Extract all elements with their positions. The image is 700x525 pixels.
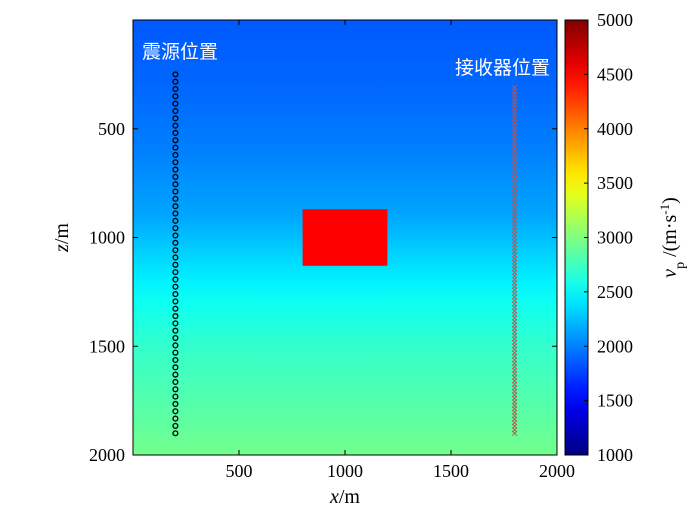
source-marker xyxy=(172,129,179,137)
y-tick-label: 1500 xyxy=(89,336,125,356)
source-marker xyxy=(172,100,179,107)
source-marker xyxy=(172,400,179,408)
source-marker xyxy=(172,71,179,78)
receiver-marker xyxy=(511,430,518,436)
source-marker xyxy=(172,159,179,166)
source-marker xyxy=(172,269,179,276)
source-marker xyxy=(172,305,179,312)
source-marker xyxy=(172,313,179,320)
high-velocity-anomaly xyxy=(302,209,388,266)
source-marker xyxy=(172,298,179,305)
colorbar-tick-label: 5000 xyxy=(597,10,633,30)
y-tick-label: 2000 xyxy=(89,445,125,465)
source-marker xyxy=(172,386,179,393)
source-marker xyxy=(172,232,179,239)
colorbar-tick-label: 4000 xyxy=(597,119,633,139)
source-marker xyxy=(172,225,179,232)
receiver-positions xyxy=(511,84,518,436)
source-marker xyxy=(172,430,179,437)
source-marker xyxy=(172,415,179,422)
source-marker xyxy=(172,181,179,188)
source-marker xyxy=(172,408,179,415)
source-marker xyxy=(172,276,179,283)
source-marker xyxy=(172,393,179,400)
source-marker xyxy=(172,239,179,246)
colorbar-tick-label: 1500 xyxy=(597,391,633,411)
colorbar-tick-label: 1000 xyxy=(597,445,633,465)
source-marker xyxy=(172,85,179,93)
source-marker xyxy=(172,166,179,173)
source-marker xyxy=(172,356,179,364)
source-marker xyxy=(172,254,179,261)
source-marker xyxy=(172,144,179,151)
colorbar-tick-label: 3500 xyxy=(597,173,633,193)
source-marker xyxy=(172,247,179,254)
colorbar-tick-label: 2500 xyxy=(597,282,633,302)
source-marker xyxy=(172,371,179,378)
source-marker xyxy=(172,93,179,100)
source-marker xyxy=(172,107,179,115)
colorbar-tick-label: 3000 xyxy=(597,228,633,248)
source-marker xyxy=(172,151,179,158)
source-marker xyxy=(172,291,179,298)
source-positions xyxy=(172,71,179,437)
x-tick-label: 1000 xyxy=(327,461,363,481)
source-marker xyxy=(172,349,179,356)
x-tick-label: 500 xyxy=(226,461,253,481)
source-marker xyxy=(172,217,179,224)
source-marker xyxy=(172,210,179,217)
source-marker xyxy=(172,137,179,144)
source-marker xyxy=(172,115,179,122)
source-marker xyxy=(172,173,179,180)
x-tick-label: 1500 xyxy=(433,461,469,481)
colorbar: 1000 1500 2000 2500 3000 3500 4000 4500 5000 vp /… xyxy=(564,10,688,465)
source-marker xyxy=(172,334,179,342)
x-axis-label: x/m xyxy=(329,486,360,508)
colorbar-tick-label: 4500 xyxy=(597,64,633,84)
y-axis-label: z/m xyxy=(51,223,73,253)
source-marker xyxy=(172,327,179,334)
source-marker xyxy=(172,195,179,202)
source-marker xyxy=(172,188,179,195)
source-marker xyxy=(172,342,179,349)
source-marker xyxy=(172,78,179,85)
y-tick-label: 1000 xyxy=(89,228,125,248)
source-marker xyxy=(172,320,179,327)
receiver-annotation: 接收器位置 xyxy=(455,57,550,79)
source-marker xyxy=(172,283,179,290)
source-marker xyxy=(172,261,179,268)
source-marker xyxy=(172,203,179,210)
source-marker xyxy=(172,378,179,386)
source-marker xyxy=(172,122,179,129)
source-marker xyxy=(172,422,179,429)
y-tick-label: 500 xyxy=(98,119,125,139)
source-annotation: 震源位置 xyxy=(142,41,218,63)
colorbar-label: vp /(m·s-1) xyxy=(657,197,688,278)
colorbar-tick-label: 2000 xyxy=(597,336,633,356)
x-tick-label: 2000 xyxy=(539,461,575,481)
source-marker xyxy=(172,364,179,371)
